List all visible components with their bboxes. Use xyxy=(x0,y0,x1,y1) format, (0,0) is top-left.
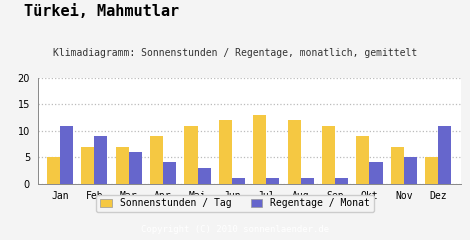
Text: Copyright (C) 2010 sonnenlaender.de: Copyright (C) 2010 sonnenlaender.de xyxy=(141,225,329,234)
Bar xyxy=(184,126,197,184)
Bar xyxy=(288,120,301,184)
Bar xyxy=(404,157,417,184)
Bar xyxy=(391,147,404,184)
Bar xyxy=(253,115,266,184)
Bar xyxy=(266,178,279,184)
Bar xyxy=(150,136,163,184)
Bar xyxy=(356,136,369,184)
Bar xyxy=(47,157,60,184)
Bar xyxy=(129,152,142,184)
Bar xyxy=(219,120,232,184)
Bar xyxy=(94,136,108,184)
Bar xyxy=(163,162,176,184)
Bar xyxy=(369,162,383,184)
Bar xyxy=(81,147,94,184)
Bar xyxy=(232,178,245,184)
Bar xyxy=(438,126,451,184)
Bar xyxy=(425,157,438,184)
Bar xyxy=(197,168,211,184)
Legend: Sonnenstunden / Tag, Regentage / Monat: Sonnenstunden / Tag, Regentage / Monat xyxy=(96,195,374,212)
Bar xyxy=(335,178,348,184)
Text: Türkei, Mahmutlar: Türkei, Mahmutlar xyxy=(24,4,179,19)
Bar xyxy=(322,126,335,184)
Bar xyxy=(301,178,314,184)
Bar xyxy=(116,147,129,184)
Text: Klimadiagramm: Sonnenstunden / Regentage, monatlich, gemittelt: Klimadiagramm: Sonnenstunden / Regentage… xyxy=(53,48,417,58)
Bar xyxy=(60,126,73,184)
